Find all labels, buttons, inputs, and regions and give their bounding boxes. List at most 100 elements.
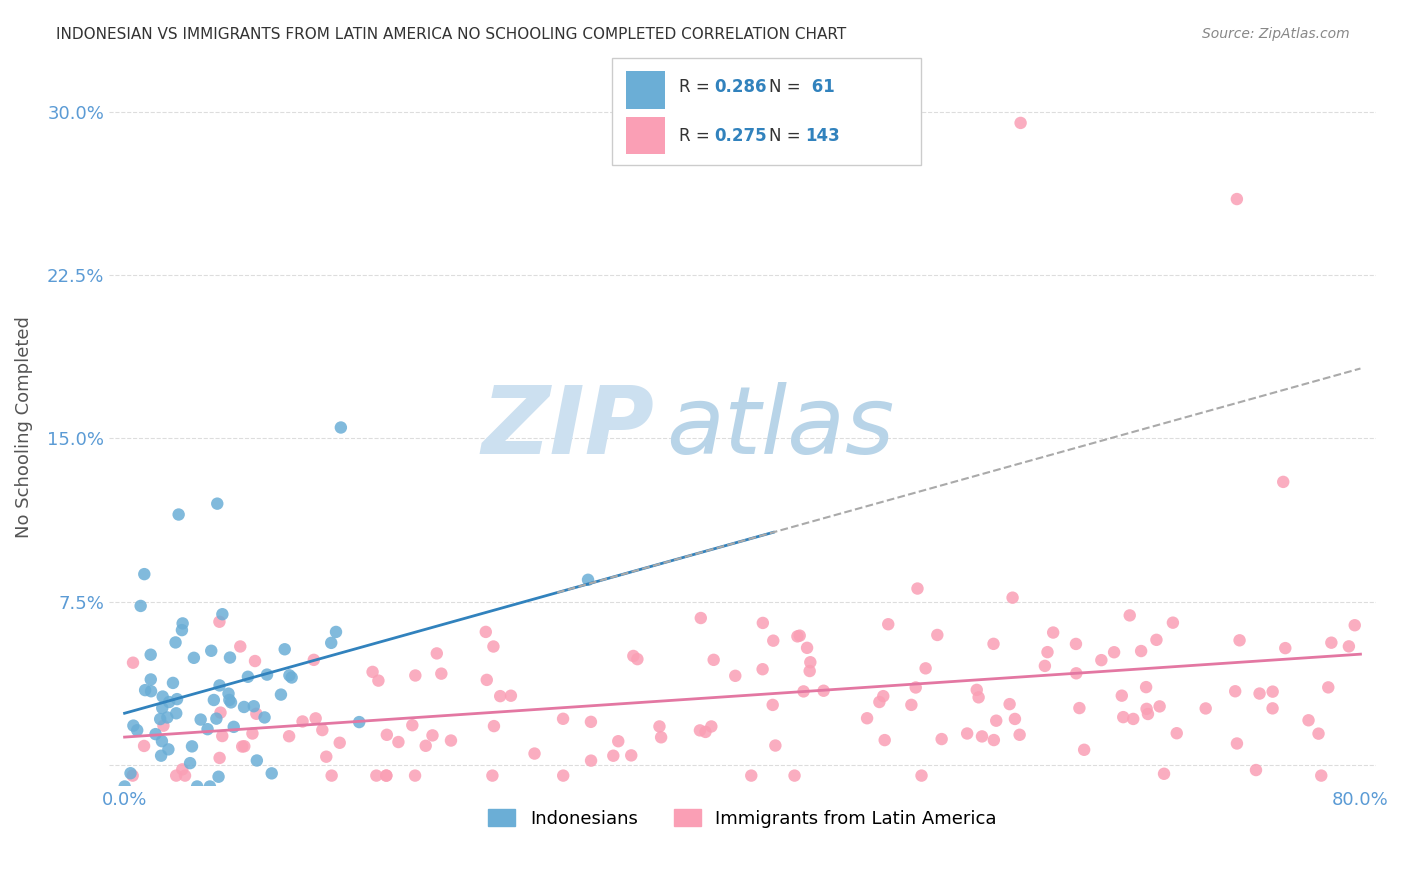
Immigrants from Latin America bbox=[482, 640, 505, 654]
Immigrants from Latin America bbox=[873, 733, 896, 747]
Immigrants from Latin America bbox=[422, 728, 444, 742]
Immigrants from Latin America bbox=[1064, 637, 1087, 651]
Indonesians bbox=[139, 673, 162, 687]
Immigrants from Latin America bbox=[430, 666, 453, 681]
Immigrants from Latin America bbox=[868, 695, 890, 709]
Immigrants from Latin America bbox=[783, 769, 806, 783]
Indonesians bbox=[167, 508, 190, 522]
Immigrants from Latin America bbox=[796, 640, 818, 655]
Immigrants from Latin America bbox=[1320, 636, 1343, 650]
Indonesians bbox=[166, 692, 188, 706]
Immigrants from Latin America bbox=[1298, 713, 1320, 727]
Immigrants from Latin America bbox=[174, 769, 197, 783]
Immigrants from Latin America bbox=[1004, 712, 1026, 726]
Immigrants from Latin America bbox=[426, 647, 449, 661]
Text: 0.275: 0.275 bbox=[714, 127, 766, 145]
Immigrants from Latin America bbox=[799, 655, 821, 669]
Immigrants from Latin America bbox=[489, 689, 512, 703]
Immigrants from Latin America bbox=[1261, 684, 1284, 698]
Immigrants from Latin America bbox=[786, 629, 808, 643]
Immigrants from Latin America bbox=[1090, 653, 1112, 667]
Indonesians bbox=[325, 624, 347, 639]
Immigrants from Latin America bbox=[1073, 743, 1095, 757]
Indonesians bbox=[170, 623, 193, 637]
Immigrants from Latin America bbox=[1064, 666, 1087, 681]
Indonesians bbox=[236, 670, 259, 684]
Indonesians bbox=[208, 678, 231, 692]
Immigrants from Latin America bbox=[302, 653, 325, 667]
Indonesians bbox=[273, 642, 295, 657]
Indonesians bbox=[150, 701, 173, 715]
Immigrants from Latin America bbox=[361, 665, 384, 679]
Immigrants from Latin America bbox=[970, 730, 993, 744]
Indonesians bbox=[321, 636, 343, 650]
Immigrants from Latin America bbox=[1226, 737, 1249, 751]
Immigrants from Latin America bbox=[910, 769, 932, 783]
Immigrants from Latin America bbox=[172, 763, 194, 777]
Indonesians bbox=[280, 671, 302, 685]
Immigrants from Latin America bbox=[1112, 710, 1135, 724]
Indonesians bbox=[246, 754, 269, 768]
Immigrants from Latin America bbox=[1001, 591, 1024, 605]
Immigrants from Latin America bbox=[986, 714, 1008, 728]
Immigrants from Latin America bbox=[231, 739, 253, 754]
Immigrants from Latin America bbox=[523, 747, 546, 761]
Indonesians bbox=[253, 710, 276, 724]
Immigrants from Latin America bbox=[1244, 763, 1267, 777]
Indonesians bbox=[150, 734, 173, 748]
Immigrants from Latin America bbox=[321, 769, 343, 783]
Immigrants from Latin America bbox=[243, 654, 266, 668]
Immigrants from Latin America bbox=[1008, 728, 1031, 742]
Immigrants from Latin America bbox=[927, 628, 949, 642]
Immigrants from Latin America bbox=[553, 769, 575, 783]
Immigrants from Latin America bbox=[650, 731, 672, 745]
Immigrants from Latin America bbox=[621, 648, 644, 663]
Indonesians bbox=[127, 723, 149, 738]
Y-axis label: No Schooling Completed: No Schooling Completed bbox=[15, 317, 32, 539]
Immigrants from Latin America bbox=[481, 769, 503, 783]
Immigrants from Latin America bbox=[278, 729, 301, 743]
Immigrants from Latin America bbox=[856, 711, 879, 725]
Immigrants from Latin America bbox=[329, 736, 352, 750]
Indonesians bbox=[165, 635, 187, 649]
Immigrants from Latin America bbox=[165, 769, 187, 783]
Immigrants from Latin America bbox=[209, 706, 232, 720]
Immigrants from Latin America bbox=[607, 734, 630, 748]
Immigrants from Latin America bbox=[315, 749, 337, 764]
Immigrants from Latin America bbox=[1161, 615, 1184, 630]
Immigrants from Latin America bbox=[1166, 726, 1188, 740]
Immigrants from Latin America bbox=[152, 719, 174, 733]
Immigrants from Latin America bbox=[789, 629, 811, 643]
Immigrants from Latin America bbox=[1036, 645, 1059, 659]
Indonesians bbox=[202, 693, 225, 707]
Immigrants from Latin America bbox=[367, 673, 389, 688]
Immigrants from Latin America bbox=[907, 582, 929, 596]
Indonesians bbox=[139, 648, 162, 662]
Immigrants from Latin America bbox=[689, 611, 711, 625]
Immigrants from Latin America bbox=[700, 719, 723, 733]
Indonesians bbox=[152, 690, 174, 704]
Immigrants from Latin America bbox=[914, 661, 936, 675]
Immigrants from Latin America bbox=[1310, 769, 1333, 783]
Immigrants from Latin America bbox=[415, 739, 437, 753]
Immigrants from Latin America bbox=[242, 726, 264, 740]
Immigrants from Latin America bbox=[752, 615, 775, 630]
Indonesians bbox=[222, 720, 245, 734]
Immigrants from Latin America bbox=[956, 726, 979, 740]
Indonesians bbox=[256, 667, 278, 681]
Indonesians bbox=[219, 650, 242, 665]
Immigrants from Latin America bbox=[366, 769, 388, 783]
Text: R =: R = bbox=[679, 78, 716, 96]
Immigrants from Latin America bbox=[499, 689, 522, 703]
Immigrants from Latin America bbox=[1249, 687, 1271, 701]
Immigrants from Latin America bbox=[387, 735, 409, 749]
Immigrants from Latin America bbox=[375, 728, 398, 742]
Indonesians bbox=[190, 713, 212, 727]
Indonesians bbox=[150, 748, 173, 763]
Indonesians bbox=[200, 644, 222, 658]
Immigrants from Latin America bbox=[132, 739, 155, 753]
Immigrants from Latin America bbox=[872, 689, 894, 703]
Immigrants from Latin America bbox=[375, 769, 398, 783]
Immigrants from Latin America bbox=[404, 769, 426, 783]
Immigrants from Latin America bbox=[1225, 684, 1247, 698]
